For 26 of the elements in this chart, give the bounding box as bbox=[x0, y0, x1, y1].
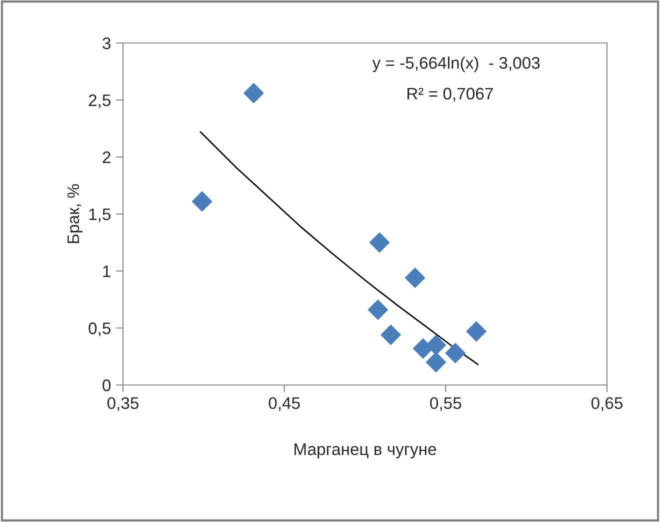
point bbox=[369, 232, 390, 253]
y-tick-label: 3 bbox=[102, 37, 110, 50]
y-tick-label: 1,5 bbox=[89, 208, 110, 222]
line-series bbox=[200, 131, 479, 366]
point bbox=[404, 268, 426, 288]
y-tick-label: 2,5 bbox=[88, 94, 110, 108]
y-tick-label: 0,5 bbox=[88, 322, 110, 336]
annotation: y = -5,664ln(x) - 3,003 bbox=[372, 56, 540, 72]
y-tick-label: 1 bbox=[103, 266, 110, 278]
x-axis-title: Марганец в чугуне bbox=[294, 444, 436, 458]
point bbox=[243, 82, 264, 104]
x-tick-label: 0,65 bbox=[591, 397, 623, 412]
x-tick-label: 0,35 bbox=[107, 397, 139, 412]
y-tick-label: 0 bbox=[102, 379, 111, 392]
point bbox=[380, 324, 402, 346]
point bbox=[368, 299, 388, 320]
point bbox=[445, 342, 466, 364]
point bbox=[426, 334, 446, 356]
annotation: R² = 0,7067 bbox=[408, 88, 493, 102]
y-axis-title: Брак, % bbox=[67, 184, 82, 244]
x-tick-label: 0,45 bbox=[268, 397, 300, 412]
point bbox=[426, 352, 446, 372]
point bbox=[466, 321, 487, 342]
point bbox=[192, 191, 212, 212]
x-tick-label: 0,55 bbox=[430, 397, 462, 412]
y-tick-label: 2 bbox=[102, 151, 110, 164]
